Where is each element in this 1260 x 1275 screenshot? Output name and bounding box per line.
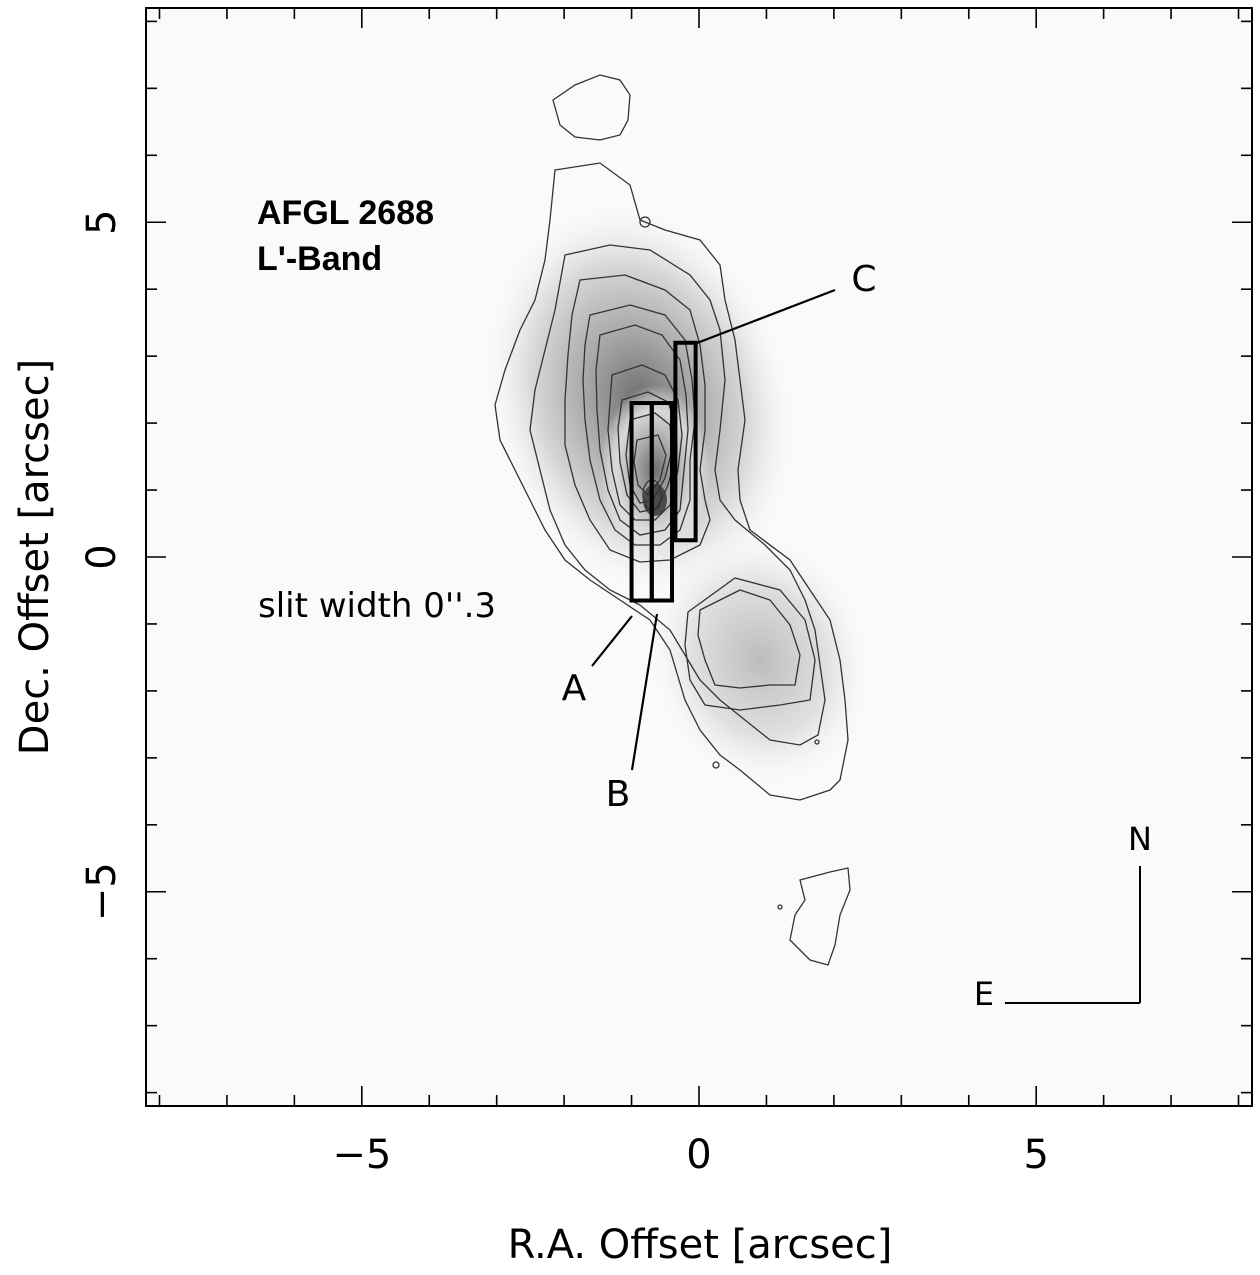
- y-tick-label: 0: [79, 544, 125, 569]
- tick-labels: −5 0 5 5 0 −5: [79, 210, 1049, 1178]
- compass: N E: [974, 820, 1152, 1013]
- y-tick-label: 5: [79, 210, 125, 235]
- grayscale-image: [146, 8, 1252, 1106]
- title-line-1: AFGL 2688: [257, 194, 434, 232]
- slit-box-c: [673, 340, 698, 543]
- compass-east-label: E: [974, 975, 994, 1013]
- slit-width-annotation: slit width 0''.3: [258, 586, 496, 626]
- slit-label-a: A: [562, 668, 587, 709]
- tick-marks: [146, 8, 1252, 1106]
- title-line-2: L'-Band: [257, 240, 382, 278]
- x-tick-label: −5: [332, 1132, 391, 1178]
- slit-label-b: B: [606, 774, 631, 815]
- slit-box-b: [649, 401, 675, 603]
- y-tick-label: −5: [79, 862, 125, 921]
- compass-north-label: N: [1128, 820, 1152, 858]
- slit-label-c: C: [851, 259, 876, 300]
- x-tick-label: 0: [686, 1132, 711, 1178]
- x-tick-label: 5: [1023, 1132, 1048, 1178]
- slit-boxes: [629, 340, 698, 603]
- x-axis-label: R.A. Offset [arcsec]: [508, 1222, 893, 1268]
- slit-leader-lines: [591, 288, 836, 771]
- y-axis-label: Dec. Offset [arcsec]: [12, 359, 58, 755]
